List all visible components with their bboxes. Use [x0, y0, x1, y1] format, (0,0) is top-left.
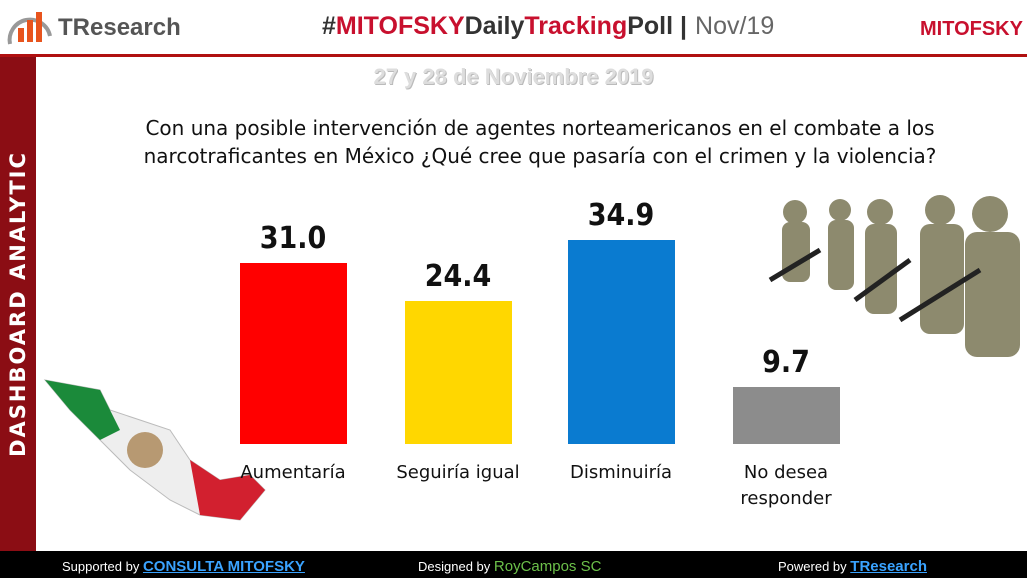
bar [732, 387, 840, 444]
date: 27 y 28 de Noviembre 2019 [373, 64, 654, 89]
supported-text: Supported by [62, 559, 140, 574]
soldiers-image [768, 195, 1020, 357]
category-label: Seguiría igual [396, 462, 520, 483]
logo-icon [7, 12, 52, 45]
powered-by: Powered by TResearch [778, 558, 927, 575]
tracking: Tracking [524, 12, 628, 40]
hash: # [322, 12, 336, 40]
bar [567, 239, 675, 444]
right-logo: MITOFSKY [920, 18, 1023, 40]
designer: RoyCampos SC [493, 558, 602, 575]
headline: #MITOFSKYDailyTrackingPoll | Nov/19 [322, 12, 774, 41]
designed-by: Designed by RoyCampos SC [418, 558, 601, 575]
bar [404, 301, 512, 444]
sidebar [0, 57, 36, 551]
month: Nov/19 [695, 12, 775, 40]
separator: | [680, 12, 688, 40]
header [0, 0, 1027, 54]
value-label: 34.9 [587, 197, 655, 233]
poll: Poll [627, 12, 674, 40]
supported-by: Supported by CONSULTA MITOFSKY [62, 558, 305, 575]
powered-text: Powered by [778, 559, 847, 574]
brand: MITOFSKY [335, 12, 465, 40]
value-label: 9.7 [762, 345, 810, 381]
chart-title: Con una posible intervención de agentes … [143, 116, 937, 168]
value-label: 31.0 [259, 220, 327, 256]
daily: Daily [464, 12, 525, 40]
designed-text: Designed by [418, 559, 491, 574]
header-rule [0, 54, 1027, 57]
category-label: Disminuiría [569, 462, 673, 483]
footer: Supported by CONSULTA MITOFSKY Designed … [0, 551, 1027, 578]
category-label: No desea responder [740, 462, 832, 509]
bar [239, 262, 347, 444]
chart: 31.0 Aumentaría 24.4 Seguiría igual 34.9 Dism… [239, 197, 840, 509]
supported-link[interactable]: CONSULTA MITOFSKY [142, 558, 305, 575]
value-label: 24.4 [424, 259, 492, 295]
mexico-map [43, 379, 266, 521]
logo: TResearch [58, 14, 181, 41]
powered-link[interactable]: TResearch [850, 558, 927, 575]
category-label: Aumentaría [240, 462, 346, 483]
